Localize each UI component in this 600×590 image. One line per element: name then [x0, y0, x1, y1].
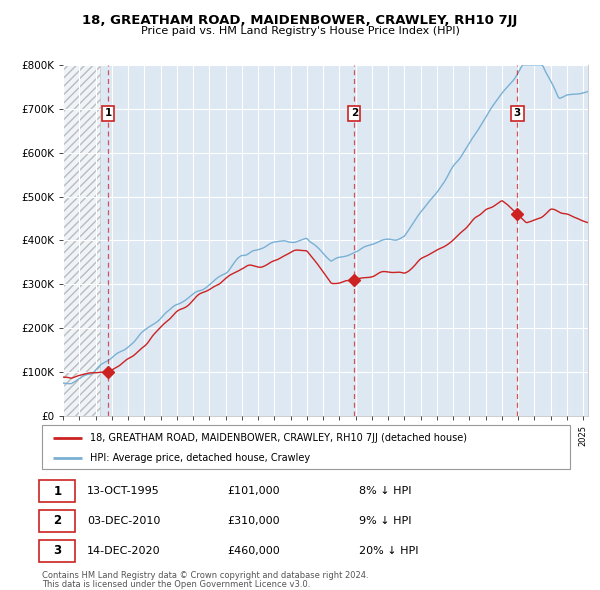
Text: This data is licensed under the Open Government Licence v3.0.: This data is licensed under the Open Gov… — [42, 579, 310, 589]
Text: 03-DEC-2010: 03-DEC-2010 — [87, 516, 160, 526]
Text: HPI: Average price, detached house, Crawley: HPI: Average price, detached house, Craw… — [89, 453, 310, 463]
Text: 3: 3 — [514, 108, 521, 118]
Text: 9% ↓ HPI: 9% ↓ HPI — [359, 516, 412, 526]
Text: 2: 2 — [350, 108, 358, 118]
Bar — [63, 65, 100, 416]
Text: Contains HM Land Registry data © Crown copyright and database right 2024.: Contains HM Land Registry data © Crown c… — [42, 571, 368, 581]
Text: £101,000: £101,000 — [227, 486, 280, 496]
FancyBboxPatch shape — [40, 510, 75, 532]
Text: 18, GREATHAM ROAD, MAIDENBOWER, CRAWLEY, RH10 7JJ: 18, GREATHAM ROAD, MAIDENBOWER, CRAWLEY,… — [82, 14, 518, 27]
Text: £310,000: £310,000 — [227, 516, 280, 526]
Text: 13-OCT-1995: 13-OCT-1995 — [87, 486, 160, 496]
Text: 3: 3 — [53, 545, 61, 558]
Text: 14-DEC-2020: 14-DEC-2020 — [87, 546, 161, 556]
Text: 1: 1 — [104, 108, 112, 118]
Text: 20% ↓ HPI: 20% ↓ HPI — [359, 546, 418, 556]
Text: Price paid vs. HM Land Registry's House Price Index (HPI): Price paid vs. HM Land Registry's House … — [140, 27, 460, 36]
Text: 8% ↓ HPI: 8% ↓ HPI — [359, 486, 412, 496]
FancyBboxPatch shape — [40, 540, 75, 562]
Text: 18, GREATHAM ROAD, MAIDENBOWER, CRAWLEY, RH10 7JJ (detached house): 18, GREATHAM ROAD, MAIDENBOWER, CRAWLEY,… — [89, 433, 467, 443]
Text: 1: 1 — [53, 484, 61, 497]
Text: 2: 2 — [53, 514, 61, 527]
Bar — [63, 65, 100, 416]
Text: £460,000: £460,000 — [227, 546, 280, 556]
FancyBboxPatch shape — [40, 480, 75, 502]
